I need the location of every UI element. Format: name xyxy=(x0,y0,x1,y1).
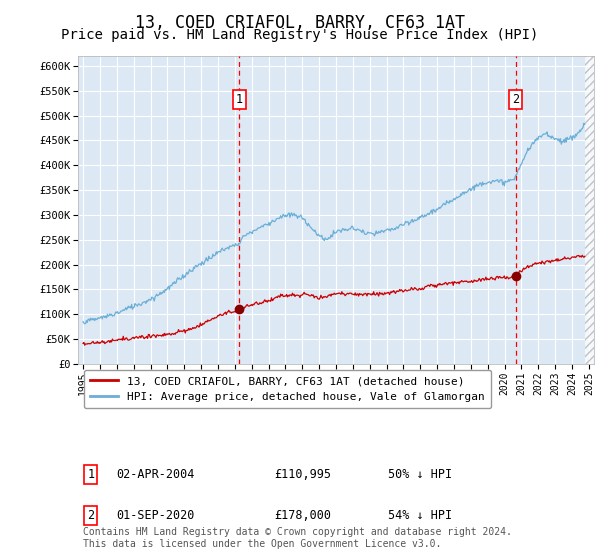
Text: 1: 1 xyxy=(235,92,242,106)
Text: 13, COED CRIAFOL, BARRY, CF63 1AT: 13, COED CRIAFOL, BARRY, CF63 1AT xyxy=(135,14,465,32)
Text: £110,995: £110,995 xyxy=(274,468,331,482)
Legend: 13, COED CRIAFOL, BARRY, CF63 1AT (detached house), HPI: Average price, detached: 13, COED CRIAFOL, BARRY, CF63 1AT (detac… xyxy=(83,370,491,408)
Text: 54% ↓ HPI: 54% ↓ HPI xyxy=(388,509,452,522)
Text: £178,000: £178,000 xyxy=(274,509,331,522)
Text: 01-SEP-2020: 01-SEP-2020 xyxy=(116,509,195,522)
Text: 50% ↓ HPI: 50% ↓ HPI xyxy=(388,468,452,482)
Text: Contains HM Land Registry data © Crown copyright and database right 2024.
This d: Contains HM Land Registry data © Crown c… xyxy=(83,527,512,549)
Text: 2: 2 xyxy=(512,92,520,106)
Text: Price paid vs. HM Land Registry's House Price Index (HPI): Price paid vs. HM Land Registry's House … xyxy=(61,28,539,42)
Text: 02-APR-2004: 02-APR-2004 xyxy=(116,468,195,482)
Polygon shape xyxy=(585,56,594,364)
Text: 2: 2 xyxy=(88,509,94,522)
Text: 1: 1 xyxy=(88,468,94,482)
